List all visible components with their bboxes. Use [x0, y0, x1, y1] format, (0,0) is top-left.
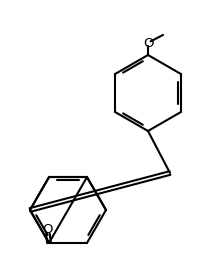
Text: O: O: [43, 224, 53, 236]
Text: O: O: [143, 37, 153, 49]
